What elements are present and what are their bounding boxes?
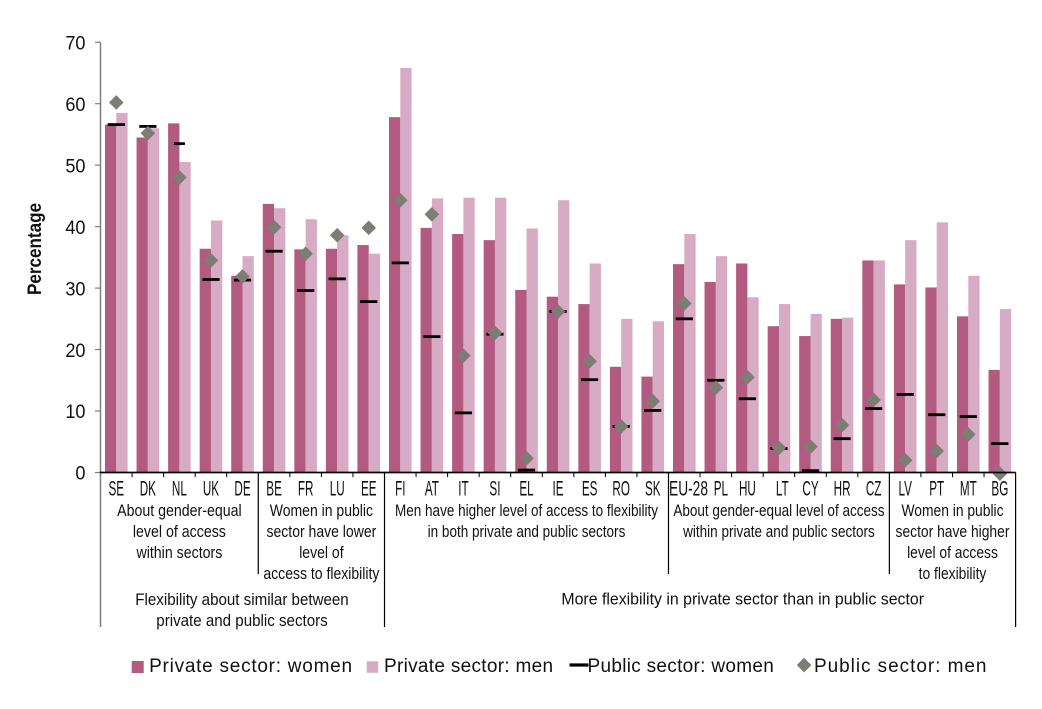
svg-text:50: 50 bbox=[65, 155, 85, 177]
svg-text:CZ: CZ bbox=[866, 477, 882, 500]
svg-text:About gender-equal: About gender-equal bbox=[117, 502, 242, 520]
svg-text:FI: FI bbox=[395, 477, 405, 500]
svg-text:AT: AT bbox=[425, 477, 439, 500]
svg-text:Flexibility about similar betw: Flexibility about similar between bbox=[135, 590, 348, 609]
svg-text:level of access: level of access bbox=[907, 544, 998, 562]
svg-text:BE: BE bbox=[266, 477, 282, 500]
svg-text:RO: RO bbox=[612, 477, 630, 500]
svg-text:Public sector: women: Public sector: women bbox=[588, 656, 775, 677]
svg-text:70: 70 bbox=[65, 32, 85, 54]
svg-text:LV: LV bbox=[898, 477, 912, 500]
svg-text:DE: DE bbox=[234, 477, 250, 500]
svg-text:Public sector: men: Public sector: men bbox=[814, 656, 987, 677]
svg-text:private and public sectors: private and public sectors bbox=[156, 611, 327, 630]
svg-text:access to flexibility: access to flexibility bbox=[263, 565, 379, 583]
svg-text:Women in public: Women in public bbox=[901, 502, 1003, 520]
svg-text:SI: SI bbox=[489, 477, 500, 500]
svg-text:CY: CY bbox=[802, 477, 818, 500]
svg-text:MT: MT bbox=[960, 477, 977, 500]
svg-text:EL: EL bbox=[519, 477, 533, 500]
svg-text:Women in public: Women in public bbox=[270, 502, 374, 520]
svg-text:PL: PL bbox=[714, 477, 728, 500]
svg-text:Percentage: Percentage bbox=[24, 203, 45, 295]
svg-text:BG: BG bbox=[991, 477, 1008, 500]
svg-text:UK: UK bbox=[203, 477, 220, 500]
svg-text:SK: SK bbox=[645, 477, 661, 500]
svg-text:NL: NL bbox=[172, 477, 187, 500]
svg-text:FR: FR bbox=[298, 477, 314, 500]
svg-text:HR: HR bbox=[834, 477, 851, 500]
svg-text:EE: EE bbox=[361, 477, 377, 500]
svg-text:DK: DK bbox=[140, 477, 157, 500]
svg-text:sector have higher: sector have higher bbox=[896, 523, 1010, 541]
svg-text:More flexibility in private se: More flexibility in private sector than … bbox=[561, 590, 924, 609]
svg-text:40: 40 bbox=[65, 216, 85, 238]
svg-text:EU-28: EU-28 bbox=[669, 476, 708, 500]
svg-text:within sectors: within sectors bbox=[136, 544, 223, 562]
svg-text:LU: LU bbox=[330, 477, 345, 500]
svg-text:sector have lower: sector have lower bbox=[266, 523, 376, 541]
svg-text:10: 10 bbox=[65, 401, 85, 423]
svg-text:IE: IE bbox=[553, 477, 564, 500]
svg-text:ES: ES bbox=[582, 477, 598, 500]
svg-text:to flexibility: to flexibility bbox=[919, 565, 987, 583]
svg-text:Private sector: men: Private sector: men bbox=[384, 656, 553, 677]
svg-text:HU: HU bbox=[739, 477, 756, 500]
svg-text:Private sector: women: Private sector: women bbox=[149, 656, 353, 677]
svg-text:30: 30 bbox=[65, 278, 85, 300]
svg-text:within private and public sect: within private and public sectors bbox=[682, 523, 875, 542]
svg-text:Men have higher level of acces: Men have higher level of access to flexi… bbox=[395, 502, 658, 521]
svg-text:60: 60 bbox=[65, 93, 85, 115]
svg-text:PT: PT bbox=[929, 477, 944, 500]
svg-text:0: 0 bbox=[75, 462, 85, 484]
svg-text:level of access: level of access bbox=[133, 523, 226, 541]
svg-text:level of: level of bbox=[299, 544, 344, 562]
svg-text:IT: IT bbox=[458, 477, 468, 500]
svg-text:SE: SE bbox=[108, 477, 124, 500]
svg-text:LT: LT bbox=[776, 477, 789, 500]
svg-text:in both private and public sec: in both private and public sectors bbox=[428, 523, 626, 542]
svg-text:20: 20 bbox=[65, 339, 85, 361]
svg-text:About gender-equal level of ac: About gender-equal level of access bbox=[673, 502, 884, 521]
